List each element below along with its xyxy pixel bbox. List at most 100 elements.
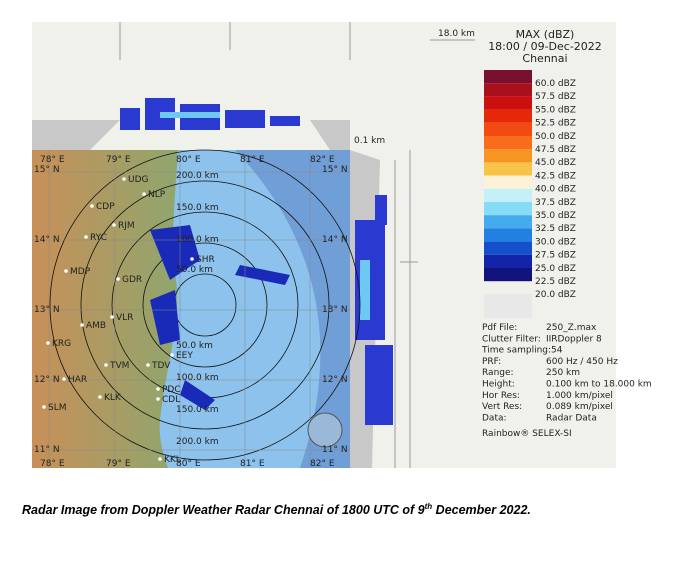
latitude-label: 11° N: [322, 445, 348, 455]
latitude-label: 14° N: [322, 235, 348, 245]
longitude-label: 82° E: [310, 155, 335, 165]
place-marker: [156, 397, 160, 401]
info-value: 250 km: [546, 368, 580, 378]
place-marker: [62, 377, 66, 381]
legend-swatch: [484, 122, 532, 136]
scale-label: 18.0 km: [438, 29, 475, 39]
place-marker: [146, 363, 150, 367]
place-label: RYC: [90, 233, 107, 243]
scale-label: 0.1 km: [354, 136, 385, 146]
latitude-label: 13° N: [34, 305, 60, 315]
latitude-label: 12° N: [322, 375, 348, 385]
legend-label: 27.5 dBZ: [535, 251, 576, 261]
legend-swatch: [484, 149, 532, 163]
info-key: Data:: [482, 413, 507, 423]
legend-label: 35.0 dBZ: [535, 211, 576, 221]
legend-label: 50.0 dBZ: [535, 132, 576, 142]
legend-label: 22.5 dBZ: [535, 277, 576, 287]
info-key: Vert Res:: [482, 402, 522, 412]
legend-label: 40.0 dBZ: [535, 185, 576, 195]
range-label: 150.0 km: [176, 405, 219, 415]
range-label: 100.0 km: [176, 235, 219, 245]
cone: [32, 120, 120, 150]
place-label: MDP: [70, 267, 91, 277]
place-marker: [190, 257, 194, 261]
place-label: SHR: [196, 255, 215, 265]
longitude-label: 80° E: [176, 155, 201, 165]
longitude-label: 81° E: [240, 155, 265, 165]
legend-label: 57.5 dBZ: [535, 92, 576, 102]
info-value: 0.100 km to 18.000 km: [546, 380, 652, 390]
place-marker: [116, 277, 120, 281]
emblem: [307, 412, 343, 448]
caption-text: Radar Image from Doppler Weather Radar C…: [22, 503, 425, 518]
info-value: 250_Z.max: [546, 323, 597, 333]
legend-swatch: [484, 175, 532, 189]
legend-swatch: [484, 215, 532, 229]
longitude-label: 82° E: [310, 459, 335, 469]
place-marker: [42, 405, 46, 409]
longitude-label: 80° E: [176, 459, 201, 469]
place-marker: [80, 323, 84, 327]
place-label: PDC: [162, 385, 181, 395]
info-key: PRF:: [482, 357, 501, 367]
graticule: [32, 150, 350, 468]
place-label: RJM: [118, 221, 135, 231]
legend-label: 37.5 dBZ: [535, 198, 576, 208]
legend-label: 45.0 dBZ: [535, 158, 576, 168]
legend-swatch: [484, 136, 532, 150]
place-label: CDL: [162, 395, 180, 405]
info-value: IIRDoppler 8: [546, 334, 602, 344]
info-key: Time sampling:54: [481, 346, 563, 356]
place-label: KKL: [164, 455, 181, 465]
info-key: Clutter Filter:: [482, 334, 541, 344]
legend-time: 18:00 / 09-Dec-2022: [488, 40, 602, 53]
caption-sup: th: [424, 502, 433, 511]
info-value: 1.000 km/pixel: [546, 391, 613, 401]
legend-title: MAX (dBZ): [516, 28, 575, 41]
range-label: 200.0 km: [176, 171, 219, 181]
place-label: CDP: [96, 202, 115, 212]
range-label: 150.0 km: [176, 203, 219, 213]
place-label: HAR: [68, 375, 87, 385]
side-ticks: [394, 150, 418, 468]
legend-swatch: [484, 188, 532, 202]
legend-swatch: [484, 202, 532, 216]
legend-label: 47.5 dBZ: [535, 145, 576, 155]
info-value: 600 Hz / 450 Hz: [546, 357, 618, 367]
place-label: SLM: [48, 403, 67, 413]
place-label: AMB: [86, 321, 106, 331]
place-marker: [84, 235, 88, 239]
place-marker: [112, 223, 116, 227]
legend-label: 20.0 dBZ: [535, 290, 576, 300]
top-echoes: [120, 98, 300, 130]
place-label: TVM: [109, 361, 129, 371]
place-marker: [122, 177, 126, 181]
range-label: 50.0 km: [176, 341, 213, 351]
place-label: KLK: [104, 393, 122, 403]
range-label: 100.0 km: [176, 373, 219, 383]
place-marker: [142, 192, 146, 196]
legend-swatch: [484, 241, 532, 255]
legend-swatch: [484, 70, 532, 84]
legend-swatch: [484, 162, 532, 176]
legend-swatch: [484, 254, 532, 268]
info-key: Hor Res:: [482, 391, 520, 401]
place-label: EEY: [176, 351, 193, 361]
legend-swatch: [484, 228, 532, 242]
latitude-label: 15° N: [34, 165, 60, 175]
radar-figure: 18.0 km 0.1 km MAX (dBZ)18:00 / 09-Dec-202…: [32, 22, 652, 469]
no-data-swatch: [484, 294, 532, 318]
range-label: 50.0 km: [176, 265, 213, 275]
longitude-label: 79° E: [106, 155, 131, 165]
latitude-label: 15° N: [322, 165, 348, 175]
legend-label: 60.0 dBZ: [535, 79, 576, 89]
legend-swatch: [484, 268, 532, 282]
longitude-label: 78° E: [40, 155, 65, 165]
legend-label: 30.0 dBZ: [535, 237, 576, 247]
legend-swatch: [484, 83, 532, 97]
place-label: VLR: [116, 313, 133, 323]
latitude-label: 13° N: [322, 305, 348, 315]
legend-label: 42.5 dBZ: [535, 171, 576, 181]
place-label: NLP: [148, 190, 166, 200]
